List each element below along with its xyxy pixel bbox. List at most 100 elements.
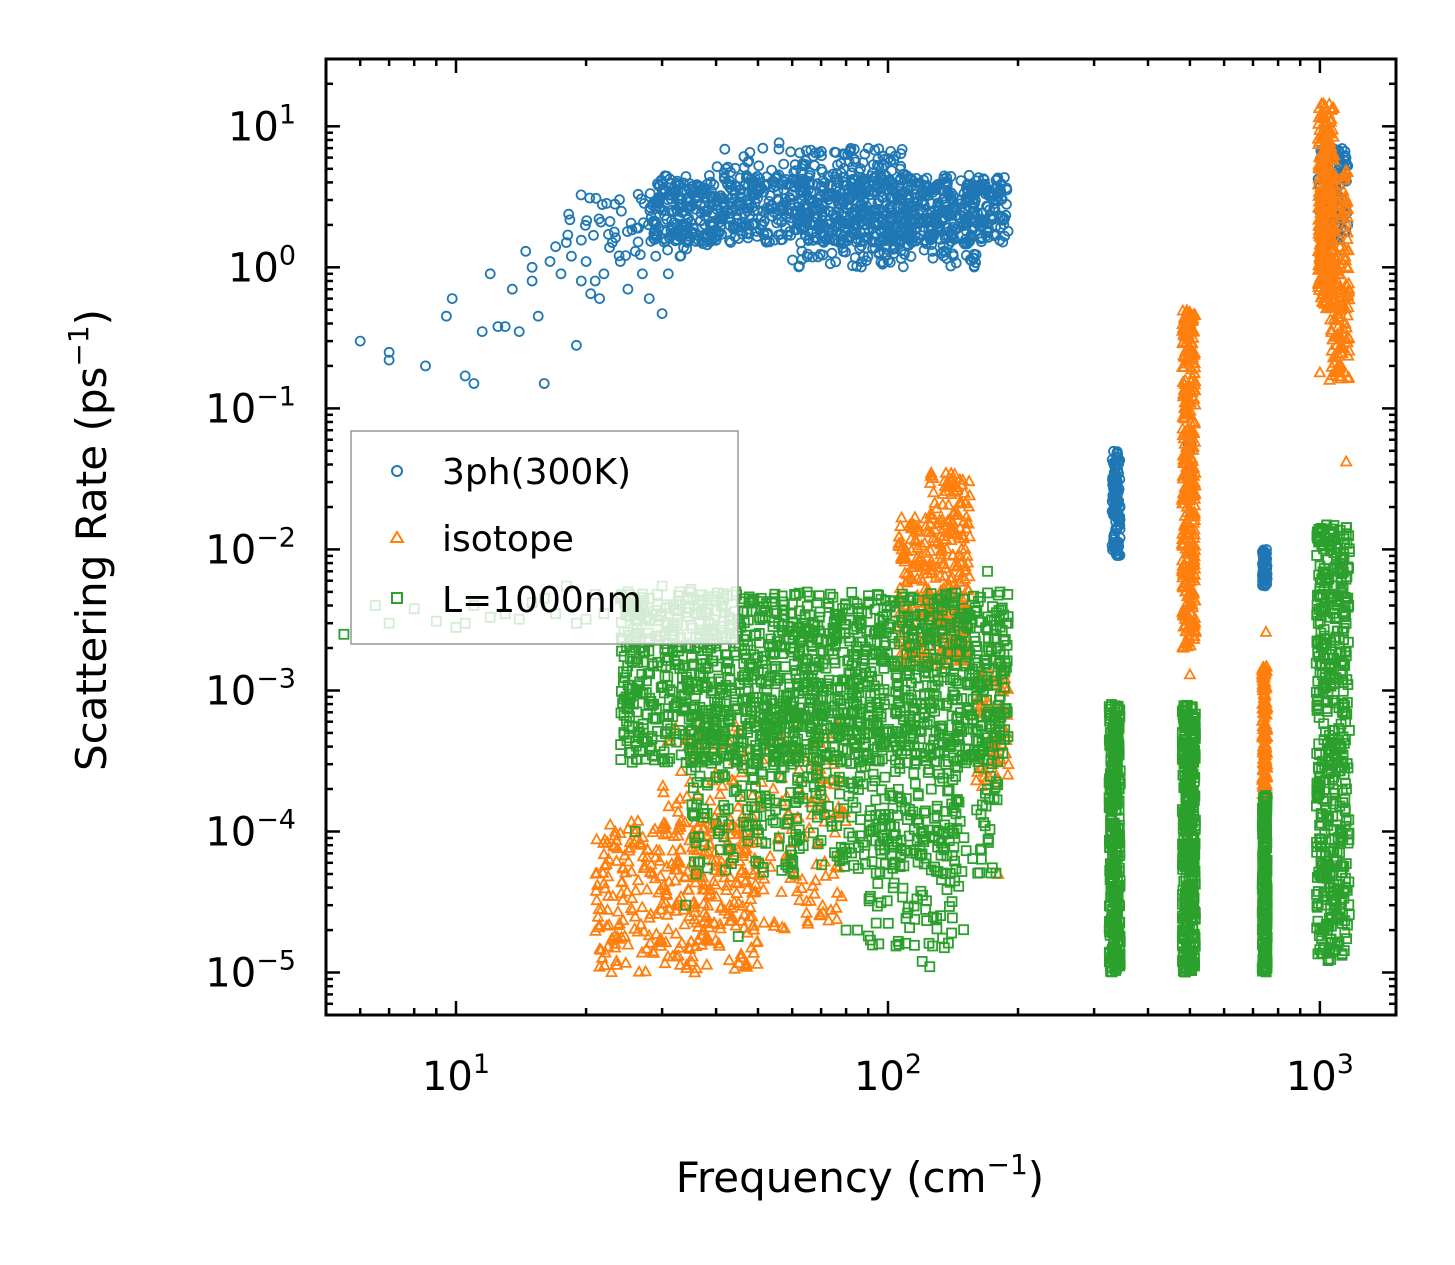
- phonon-3ph-point: [940, 179, 952, 191]
- phonon-3ph-point: [830, 256, 842, 268]
- phonon-3ph-point: [744, 209, 755, 221]
- phonon-3ph-point: [794, 260, 805, 272]
- phonon-3ph-point: [648, 232, 659, 244]
- phonon-3ph-point: [862, 251, 874, 263]
- phonon-3ph-point: [858, 250, 869, 262]
- phonon-3ph-point: [967, 188, 978, 200]
- phonon-3ph-point: [905, 250, 917, 262]
- phonon-3ph-point: [601, 197, 612, 209]
- phonon-3ph-point: [968, 260, 980, 272]
- phonon-3ph-point: [918, 244, 930, 256]
- phonon-3ph-point: [882, 208, 893, 220]
- phonon-3ph-point: [844, 217, 856, 229]
- phonon-3ph-point: [960, 197, 971, 208]
- phonon-3ph-point: [705, 227, 717, 239]
- phonon-3ph-point: [584, 192, 596, 204]
- phonon-3ph-point: [661, 170, 673, 182]
- phonon-3ph-point: [1114, 500, 1126, 512]
- phonon-3ph-point: [752, 204, 763, 216]
- phonon-3ph-point: [616, 205, 627, 217]
- phonon-3ph-point: [665, 186, 677, 198]
- phonon-3ph-point: [823, 230, 834, 242]
- phonon-3ph-point: [796, 181, 808, 193]
- phonon-3ph-point: [851, 195, 862, 207]
- phonon-3ph-point: [884, 191, 896, 203]
- phonon-3ph-point: [805, 144, 817, 156]
- phonon-3ph-point: [795, 166, 807, 178]
- phonon-3ph-point: [689, 185, 701, 197]
- phonon-3ph-point: [632, 236, 644, 248]
- phonon-3ph-point: [672, 193, 684, 205]
- phonon-3ph-point: [740, 177, 752, 189]
- phonon-3ph-point: [721, 177, 733, 189]
- phonon-3ph-point: [983, 187, 995, 199]
- phonon-3ph-point: [853, 166, 865, 178]
- phonon-3ph-point: [1110, 454, 1122, 466]
- phonon-3ph-point: [632, 188, 644, 200]
- phonon-3ph-point: [748, 219, 760, 231]
- phonon-3ph-point: [1339, 145, 1351, 157]
- phonon-3ph-point: [911, 223, 922, 235]
- phonon-3ph-point: [828, 212, 840, 224]
- phonon-3ph-point: [613, 250, 625, 262]
- phonon-3ph-point: [1110, 523, 1122, 534]
- phonon-3ph-point: [816, 214, 828, 226]
- phonon-3ph-point: [692, 230, 704, 242]
- phonon-3ph-point: [902, 208, 913, 220]
- phonon-3ph-point: [978, 217, 990, 229]
- phonon-3ph-point: [785, 229, 797, 241]
- phonon-3ph-point: [960, 213, 972, 225]
- phonon-3ph-point: [918, 187, 930, 199]
- phonon-3ph-point: [814, 202, 825, 214]
- phonon-3ph-point: [945, 260, 957, 272]
- phonon-3ph-point: [656, 204, 668, 216]
- phonon-3ph-point: [982, 231, 994, 243]
- phonon-3ph-point: [750, 189, 762, 201]
- phonon-3ph-point: [671, 203, 682, 215]
- phonon-3ph-point: [831, 168, 843, 180]
- phonon-3ph-point: [799, 201, 811, 213]
- phonon-3ph-point: [719, 197, 730, 208]
- phonon-3ph-point: [908, 183, 919, 195]
- phonon-3ph-point: [853, 178, 864, 190]
- phonon-3ph-point: [706, 221, 718, 232]
- phonon-3ph-point: [593, 213, 605, 225]
- phonon-3ph-point: [895, 148, 907, 160]
- phonon-3ph-point: [967, 182, 979, 194]
- phonon-3ph-point: [794, 214, 806, 226]
- phonon-3ph-point: [943, 205, 955, 217]
- phonon-3ph-point: [884, 256, 896, 268]
- phonon-3ph-point: [895, 160, 907, 172]
- phonon-3ph-point: [757, 142, 769, 154]
- phonon-3ph-point: [773, 143, 785, 155]
- phonon-3ph-point: [903, 197, 914, 209]
- phonon-3ph-point: [934, 233, 946, 245]
- phonon-3ph-point: [614, 194, 625, 206]
- phonon-3ph-point: [1110, 540, 1122, 552]
- phonon-3ph-point: [924, 229, 935, 241]
- phonon-3ph-point: [959, 238, 971, 250]
- phonon-3ph-point: [711, 161, 723, 173]
- phonon-3ph-point: [860, 187, 872, 199]
- phonon-3ph-point: [993, 186, 1005, 198]
- phonon-3ph-point: [916, 205, 928, 217]
- phonon-3ph-point: [575, 234, 587, 246]
- phonon-3ph-point: [922, 230, 934, 242]
- phonon-3ph-point: [785, 212, 797, 224]
- phonon-3ph-point: [1110, 516, 1122, 528]
- phonon-3ph-point: [775, 234, 787, 246]
- phonon-3ph-point: [744, 199, 755, 211]
- phonon-3ph-point: [588, 229, 599, 241]
- phonon-3ph-point: [981, 200, 992, 212]
- phonon-3ph-point: [743, 228, 755, 240]
- phonon-3ph-point: [936, 247, 948, 259]
- phonon-3ph-point: [927, 252, 939, 264]
- phonon-3ph-point: [596, 199, 608, 210]
- phonon-3ph-point: [816, 163, 827, 175]
- phonon-3ph-point: [897, 195, 908, 207]
- phonon-3ph-point: [740, 172, 752, 184]
- phonon-3ph-point: [937, 240, 949, 252]
- series-circle-group: [354, 137, 1354, 592]
- phonon-3ph-point: [878, 159, 890, 171]
